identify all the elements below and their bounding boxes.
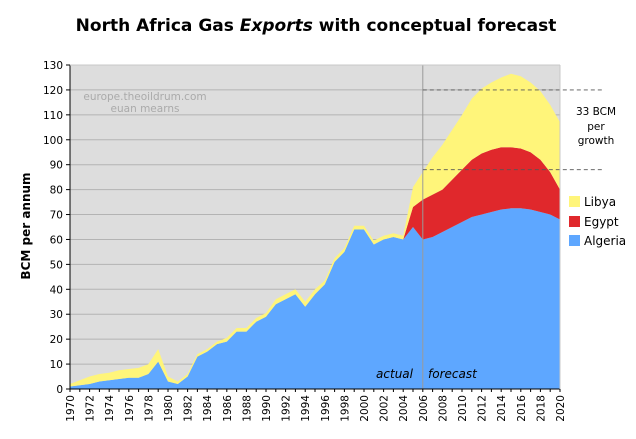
actual-label: actual bbox=[376, 367, 414, 381]
x-tick-label: 1996 bbox=[320, 395, 332, 422]
series-area-algeria bbox=[70, 208, 560, 389]
x-tick-label: 1992 bbox=[281, 395, 293, 422]
x-tick-label: 1984 bbox=[202, 395, 214, 422]
legend-swatch-egypt bbox=[569, 216, 580, 227]
y-tick-label: 30 bbox=[50, 309, 63, 321]
x-tick-label: 1980 bbox=[163, 395, 175, 422]
annotations bbox=[422, 65, 604, 389]
legend-label-libya: Libya bbox=[584, 195, 616, 209]
x-tick-label: 2014 bbox=[496, 395, 508, 422]
title-prefix: North Africa Gas bbox=[76, 16, 240, 36]
title-emphasis: Exports bbox=[240, 16, 313, 36]
y-tick-label: 20 bbox=[50, 334, 63, 346]
y-tick-label: 10 bbox=[50, 359, 63, 371]
x-tick-label: 1994 bbox=[300, 395, 312, 422]
y-tick-label: 130 bbox=[43, 60, 63, 72]
legend: Libya Egypt Algeria bbox=[569, 195, 626, 248]
growth-text-line-2: per bbox=[587, 121, 605, 133]
x-tick-label: 2018 bbox=[535, 395, 547, 422]
legend-swatch-libya bbox=[569, 196, 580, 207]
watermark-site: europe.theoildrum.com bbox=[83, 91, 206, 103]
growth-text-line-3: growth bbox=[578, 135, 615, 147]
x-tick-label: 2010 bbox=[457, 395, 469, 422]
x-tick-label: 2004 bbox=[398, 395, 410, 422]
x-tick-label: 2006 bbox=[418, 395, 430, 422]
forecast-label: forecast bbox=[428, 367, 478, 381]
x-tick-label: 1986 bbox=[222, 395, 234, 422]
series-areas bbox=[70, 73, 560, 389]
x-tick-label: 2000 bbox=[359, 395, 371, 422]
x-tick-label: 2016 bbox=[516, 395, 528, 422]
legend-swatch-algeria bbox=[569, 235, 580, 246]
x-tick-label: 2002 bbox=[379, 395, 391, 422]
x-tick-label: 1982 bbox=[183, 395, 195, 422]
x-tick-label: 1970 bbox=[65, 395, 77, 422]
y-tick-label: 120 bbox=[43, 85, 63, 97]
y-tick-label: 40 bbox=[50, 284, 63, 296]
legend-label-algeria: Algeria bbox=[584, 234, 626, 248]
series-area-egypt bbox=[70, 147, 560, 387]
x-tick-label: 1990 bbox=[261, 395, 273, 422]
axes: 0 10 20 30 40 50 60 70 80 90 100 110 120 130 1970 1972 1… bbox=[43, 60, 567, 422]
x-tick-label: 1976 bbox=[124, 395, 136, 422]
x-tick-label: 1998 bbox=[339, 395, 351, 422]
y-tick-label: 0 bbox=[56, 384, 63, 396]
growth-text-line-1: 33 BCM bbox=[576, 106, 616, 118]
y-tick-label: 70 bbox=[50, 210, 63, 222]
x-tick-label: 1972 bbox=[85, 395, 97, 422]
x-tick-label: 2008 bbox=[437, 395, 449, 422]
y-tick-label: 100 bbox=[43, 135, 63, 147]
x-tick-label: 1988 bbox=[241, 395, 253, 422]
x-tick-label: 1974 bbox=[104, 395, 116, 422]
legend-label-egypt: Egypt bbox=[584, 215, 619, 229]
y-axis-label: BCM per annum bbox=[19, 172, 33, 279]
y-tick-label: 50 bbox=[50, 259, 63, 271]
y-tick-label: 80 bbox=[50, 185, 63, 197]
y-tick-label: 110 bbox=[43, 110, 63, 122]
x-tick-label: 2020 bbox=[555, 395, 567, 422]
y-tick-label: 90 bbox=[50, 160, 63, 172]
x-tick-label: 1978 bbox=[143, 395, 155, 422]
watermark-author: euan mearns bbox=[111, 103, 180, 115]
chart-title: North Africa Gas Exports with conceptual… bbox=[76, 16, 557, 36]
series-area-libya bbox=[70, 73, 560, 387]
y-tick-label: 60 bbox=[50, 234, 63, 246]
title-suffix: with conceptual forecast bbox=[313, 16, 556, 36]
x-tick-label: 2012 bbox=[477, 395, 489, 422]
